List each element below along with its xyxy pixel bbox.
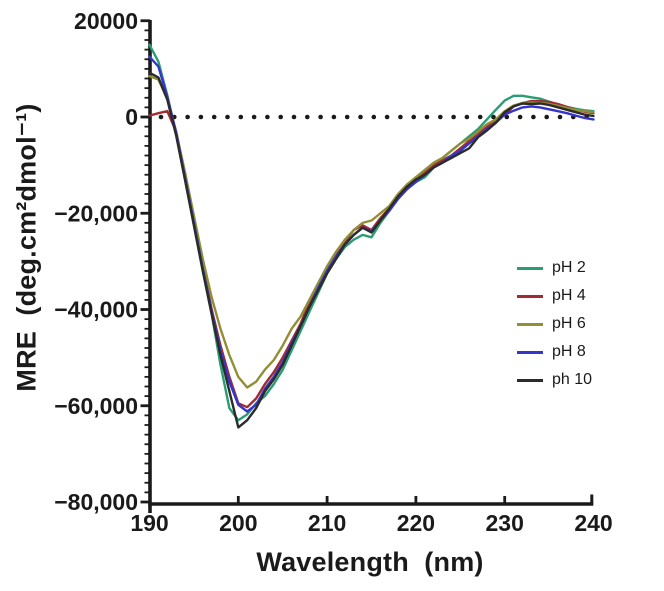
y-tick-label: 0 [125,104,138,130]
legend: pH 2 pH 4 pH 6 pH 8 ph 10 [517,254,592,394]
legend-swatch-ph8 [517,350,543,354]
zero-line-dot [278,114,284,120]
zero-line-dot [544,114,549,120]
x-tick-label: 240 [574,510,612,536]
zero-line-dot [491,114,496,120]
x-axis-title: Wavelength (nm) [256,547,484,577]
zero-line-dot [464,114,470,120]
x-tick-label: 230 [486,510,524,536]
y-tick-label: −60,000 [54,393,138,419]
zero-line-dot [185,114,190,120]
x-tick-label: 210 [308,510,346,536]
y-tick-label: 20000 [74,8,138,34]
y-tick-label: −80,000 [54,489,138,515]
x-tick-label: 200 [219,510,257,536]
zero-line-dot [265,114,270,120]
zero-line-dot [358,114,363,120]
legend-item-ph4: pH 4 [517,282,592,310]
y-tick-label: −40,000 [54,297,138,323]
legend-item-ph2: pH 2 [517,254,592,282]
zero-line-dot [384,114,390,120]
zero-line-dot [477,114,483,120]
legend-item-ph10: ph 10 [517,366,592,394]
zero-line-dot [251,114,257,120]
zero-line-dot [438,114,443,120]
zero-line-dot [211,114,217,120]
legend-item-ph8: pH 8 [517,338,592,366]
zero-line-dot [305,114,310,120]
legend-swatch-ph4 [517,294,543,298]
zero-line-dot [557,114,563,120]
zero-line-dot [398,114,403,120]
zero-line-dot [411,114,417,120]
zero-line-dot [291,114,297,120]
zero-line-dot [451,114,456,120]
zero-line-dot [331,114,337,120]
zero-line-dot [225,114,230,120]
legend-label-ph8: pH 8 [552,343,586,360]
legend-label-ph6: pH 6 [552,315,586,332]
zero-line-dot [238,114,244,120]
legend-swatch-ph10 [517,378,543,382]
zero-line-dot [531,114,536,120]
zero-line-dot [504,114,510,120]
legend-label-ph4: pH 4 [552,287,586,304]
legend-label-ph10: ph 10 [552,371,593,388]
zero-line-dot [198,114,204,120]
zero-line-dot [371,114,377,120]
legend-item-ph6: pH 6 [517,310,592,338]
zero-line-dot [424,114,430,120]
x-tick-label: 190 [130,510,168,536]
zero-line-dot [344,114,350,120]
series-line-ph-2 [148,43,595,422]
y-tick-label: −20,000 [54,200,138,226]
legend-label-ph2: pH 2 [552,259,586,276]
legend-swatch-ph6 [517,322,543,326]
legend-swatch-ph2 [517,266,543,270]
zero-line-dot [517,114,523,120]
y-axis-title: MRE (deg.cm²dmol⁻¹) [11,103,42,392]
series-line-ph-10 [148,71,595,429]
zero-line-dot [318,114,323,120]
x-tick-label: 220 [397,510,435,536]
zero-line-dot [158,114,164,120]
